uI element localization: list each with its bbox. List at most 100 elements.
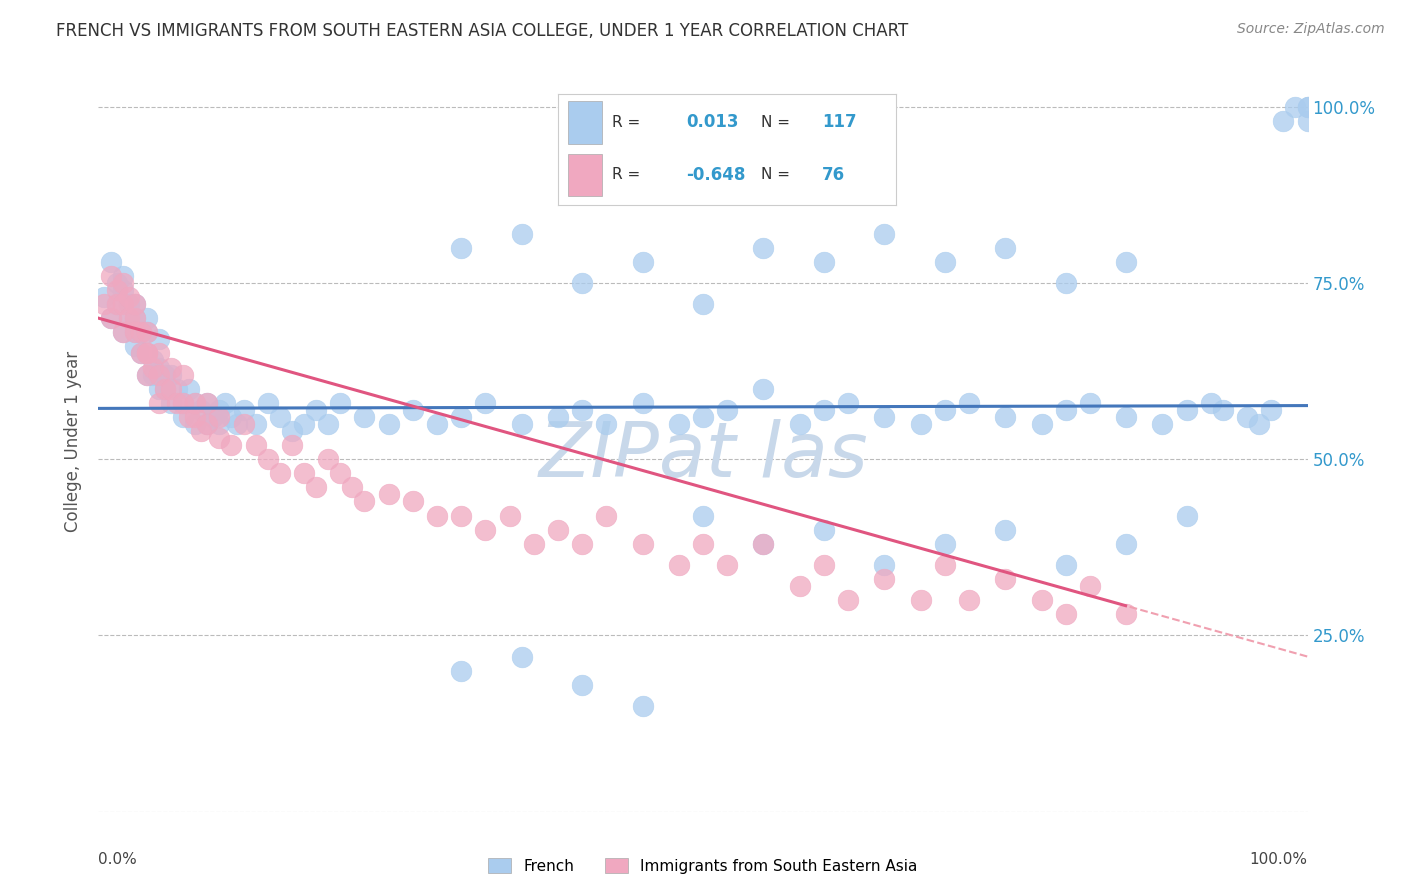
Point (269, 467, 291, 481)
Point (202, 409, 225, 424)
Point (184, 409, 207, 424)
Point (166, 382, 188, 396)
Point (910, 417, 932, 431)
Point (1115, 537, 1137, 551)
Point (353, 494, 375, 508)
Point (377, 487, 399, 501)
Point (105, 297, 128, 311)
Point (179, 409, 201, 424)
Point (1199, 396, 1222, 410)
Point (281, 438, 304, 452)
Point (1175, 508, 1198, 523)
Point (172, 396, 194, 410)
Point (1078, 579, 1101, 593)
Point (837, 396, 859, 410)
Point (100, 268, 122, 283)
Point (105, 297, 128, 311)
Point (153, 382, 176, 396)
Point (450, 508, 472, 523)
Point (281, 424, 304, 438)
Point (111, 283, 134, 297)
Point (118, 297, 141, 311)
Point (1296, 113, 1319, 128)
Point (450, 664, 472, 678)
Text: FRENCH VS IMMIGRANTS FROM SOUTH EASTERN ASIA COLLEGE, UNDER 1 YEAR CORRELATION C: FRENCH VS IMMIGRANTS FROM SOUTH EASTERN … (56, 22, 908, 40)
Point (135, 346, 157, 360)
Point (100, 311, 122, 326)
Text: Source: ZipAtlas.com: Source: ZipAtlas.com (1237, 22, 1385, 37)
Point (692, 297, 714, 311)
Point (153, 368, 176, 382)
Point (595, 417, 617, 431)
Point (256, 396, 278, 410)
Point (135, 368, 157, 382)
Point (129, 346, 152, 360)
Point (402, 402, 425, 417)
Point (1152, 417, 1174, 431)
Point (111, 325, 134, 339)
Point (1115, 607, 1137, 622)
Point (142, 368, 165, 382)
Point (129, 325, 152, 339)
Point (994, 523, 1017, 537)
Point (166, 396, 188, 410)
Point (118, 311, 141, 326)
Point (1054, 402, 1077, 417)
Point (93, 297, 115, 311)
Point (153, 382, 176, 396)
Point (124, 311, 146, 326)
Point (148, 368, 170, 382)
Point (124, 297, 146, 311)
Point (595, 508, 617, 523)
Point (1078, 396, 1101, 410)
Point (450, 241, 472, 255)
Point (1249, 417, 1271, 431)
Point (195, 396, 218, 410)
Point (523, 537, 546, 551)
Point (195, 417, 218, 431)
Point (172, 396, 194, 410)
Point (195, 417, 218, 431)
Point (329, 396, 352, 410)
Point (1212, 402, 1234, 417)
Point (498, 508, 520, 523)
Point (190, 424, 212, 438)
Point (1296, 100, 1319, 114)
Text: 0.0%: 0.0% (98, 853, 138, 867)
Point (160, 396, 183, 410)
Point (329, 467, 352, 481)
Point (179, 382, 201, 396)
Point (245, 438, 267, 452)
Point (142, 353, 165, 368)
Point (135, 325, 157, 339)
Point (129, 346, 152, 360)
Text: 100.0%: 100.0% (1250, 853, 1308, 867)
Point (692, 409, 714, 424)
Point (353, 409, 375, 424)
Point (160, 382, 183, 396)
Point (510, 227, 533, 241)
Point (873, 558, 896, 572)
Point (124, 325, 146, 339)
Point (1054, 276, 1077, 290)
Point (1175, 402, 1198, 417)
Point (221, 409, 243, 424)
Point (195, 396, 218, 410)
Point (184, 396, 207, 410)
Point (668, 558, 690, 572)
Point (474, 396, 496, 410)
Point (124, 325, 146, 339)
Point (172, 409, 194, 424)
Point (148, 382, 170, 396)
Point (232, 417, 254, 431)
Point (789, 579, 811, 593)
Point (957, 396, 980, 410)
Text: ZIPat las: ZIPat las (538, 419, 868, 493)
Point (547, 409, 569, 424)
Point (752, 537, 775, 551)
Point (692, 508, 714, 523)
Point (148, 332, 170, 346)
Point (342, 480, 364, 494)
Point (135, 346, 157, 360)
Point (716, 558, 738, 572)
